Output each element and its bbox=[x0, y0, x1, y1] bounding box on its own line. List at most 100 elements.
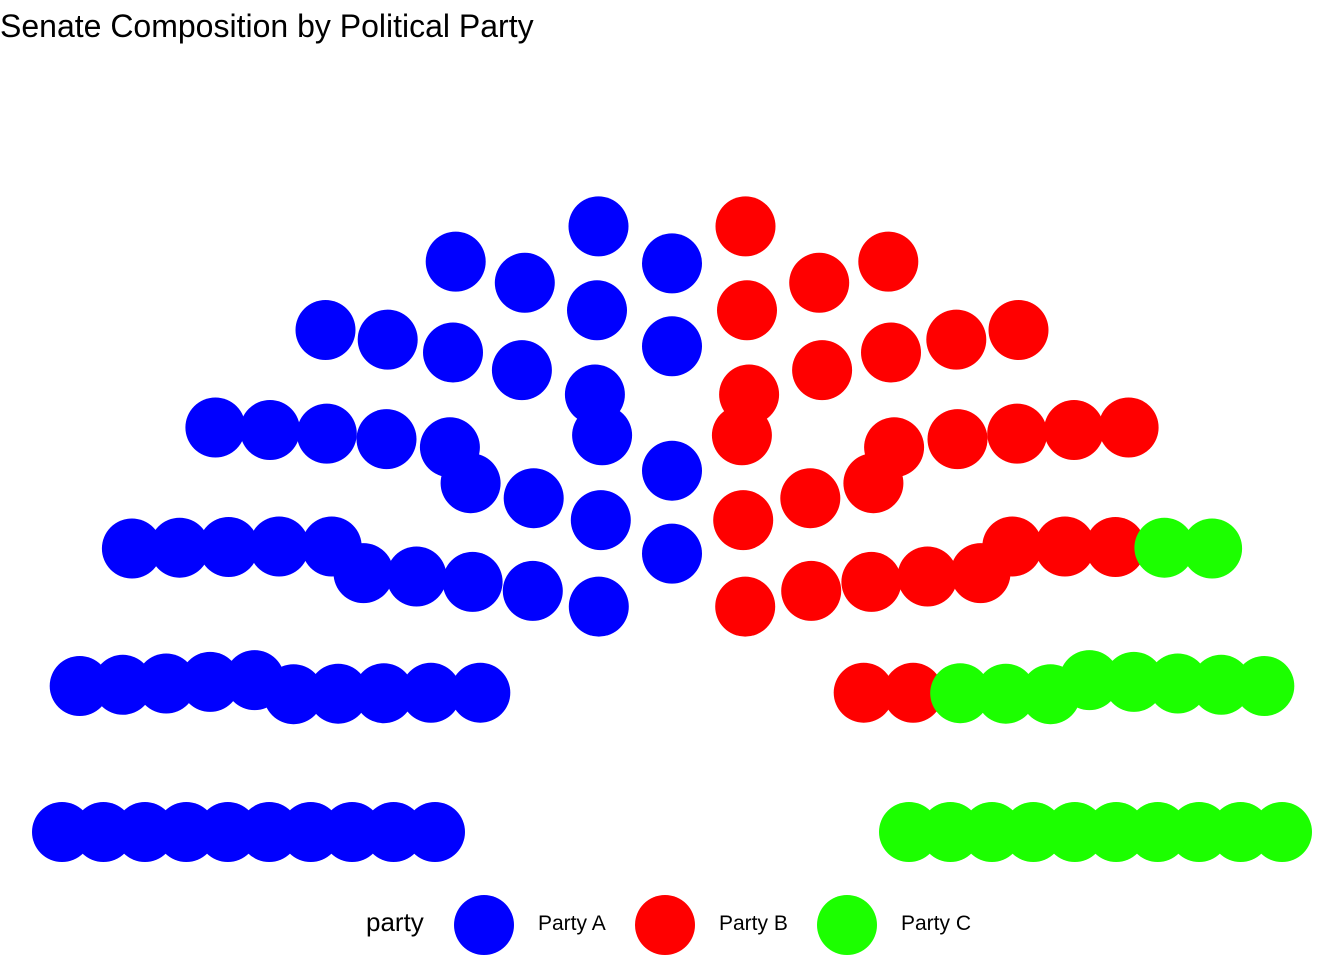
seat-party-c bbox=[1182, 518, 1243, 579]
seat-party-a bbox=[491, 340, 552, 401]
seat-party-a bbox=[353, 663, 414, 724]
seat-party-a bbox=[114, 802, 175, 862]
seat-party-c bbox=[1210, 802, 1271, 862]
seat-party-b bbox=[1034, 516, 1095, 577]
seat-party-a bbox=[356, 409, 417, 470]
seat-party-b bbox=[883, 662, 944, 723]
seat-party-a bbox=[240, 400, 300, 460]
legend-title: party bbox=[366, 907, 424, 937]
seat-party-a bbox=[450, 662, 511, 723]
seat-party-a bbox=[502, 560, 563, 621]
seat-party-a bbox=[295, 300, 356, 360]
seat-party-c bbox=[1147, 653, 1208, 714]
seat-party-b bbox=[1044, 400, 1104, 460]
seat-party-a bbox=[280, 802, 341, 862]
seat-party-a bbox=[249, 516, 310, 577]
seat-party-b bbox=[1085, 517, 1146, 577]
seat-party-a bbox=[425, 231, 486, 292]
chart-title: Senate Composition by Political Party bbox=[0, 8, 534, 44]
seat-party-c bbox=[879, 802, 939, 862]
seat-party-a bbox=[296, 403, 357, 464]
seat-party-b bbox=[861, 322, 921, 383]
seat-party-c bbox=[930, 663, 991, 724]
seat-party-c bbox=[1127, 802, 1188, 862]
seat-party-a bbox=[92, 654, 153, 715]
parliament-chart bbox=[32, 196, 1312, 862]
seat-party-a bbox=[642, 440, 702, 501]
seat-party-a bbox=[642, 316, 702, 377]
legend-swatch-party-c bbox=[817, 895, 877, 955]
seat-party-c bbox=[1044, 802, 1105, 862]
seat-party-a bbox=[386, 546, 447, 607]
seat-party-a bbox=[568, 196, 629, 257]
legend-label-party-c: Party C bbox=[901, 912, 972, 935]
seat-party-a bbox=[503, 468, 564, 529]
seat-party-a bbox=[494, 252, 555, 313]
seat-party-a bbox=[32, 802, 92, 862]
seat-party-c bbox=[1086, 802, 1147, 862]
seat-party-a bbox=[180, 651, 241, 712]
seat-party-a bbox=[419, 417, 480, 478]
seat-party-a bbox=[73, 802, 134, 862]
seat-party-a bbox=[442, 551, 503, 612]
seat-party-c bbox=[1191, 654, 1252, 715]
seat-party-b bbox=[792, 340, 853, 401]
seat-party-b bbox=[926, 309, 987, 370]
seat-party-b bbox=[982, 516, 1043, 577]
seat-party-b bbox=[987, 403, 1048, 464]
seat-party-a bbox=[101, 518, 162, 579]
seat-party-a bbox=[156, 802, 217, 862]
seat-party-a bbox=[322, 802, 383, 862]
seat-party-b bbox=[841, 551, 902, 612]
seat-party-c bbox=[961, 802, 1022, 862]
seat-party-b bbox=[927, 409, 988, 470]
seat-party-c bbox=[1234, 656, 1295, 716]
seat-party-a bbox=[564, 364, 625, 425]
seat-party-a bbox=[197, 802, 258, 862]
seat-party-a bbox=[149, 517, 210, 578]
seat-party-a bbox=[185, 397, 246, 458]
seat-party-c bbox=[975, 663, 1036, 724]
seat-party-b bbox=[988, 300, 1049, 360]
legend-swatch-party-b bbox=[635, 895, 695, 955]
seat-party-a bbox=[423, 322, 483, 383]
seat-party-a bbox=[567, 280, 627, 341]
seat-party-c bbox=[1003, 802, 1064, 862]
seat-party-a bbox=[400, 662, 461, 723]
legend: party Party A Party B Party C bbox=[0, 893, 1344, 957]
seat-party-b bbox=[719, 364, 780, 425]
seat-party-b bbox=[858, 231, 919, 292]
seat-party-a bbox=[642, 523, 702, 584]
seat-party-b bbox=[833, 662, 894, 723]
seat-party-c bbox=[1134, 517, 1195, 578]
legend-label-party-b: Party B bbox=[719, 912, 788, 935]
seat-party-a bbox=[363, 802, 424, 862]
seat-party-b bbox=[717, 280, 777, 341]
seat-party-b bbox=[864, 417, 925, 478]
seat-party-a bbox=[568, 576, 629, 637]
legend-label-party-a: Party A bbox=[538, 912, 606, 935]
seat-party-b bbox=[781, 560, 842, 621]
seat-party-c bbox=[1252, 802, 1312, 862]
seat-party-a bbox=[136, 653, 197, 714]
seat-party-b bbox=[897, 546, 958, 607]
seat-party-b bbox=[780, 468, 841, 529]
seat-party-a bbox=[570, 490, 631, 551]
seat-party-c bbox=[1169, 802, 1230, 862]
seat-party-b bbox=[789, 252, 850, 313]
seat-party-b bbox=[715, 576, 776, 637]
seat-party-a bbox=[357, 309, 418, 370]
seat-party-a bbox=[642, 233, 702, 294]
seat-party-b bbox=[713, 490, 774, 551]
seat-party-a bbox=[49, 656, 110, 716]
seat-party-a bbox=[308, 663, 369, 724]
seat-party-a bbox=[301, 516, 362, 577]
seat-party-a bbox=[239, 802, 300, 862]
legend-swatch-party-a bbox=[454, 895, 514, 955]
seat-party-a bbox=[224, 650, 285, 711]
seat-party-b bbox=[1098, 397, 1159, 458]
seat-party-a bbox=[198, 517, 259, 577]
seat-party-a bbox=[405, 802, 465, 862]
seat-party-c bbox=[1103, 651, 1164, 712]
seat-party-c bbox=[920, 802, 981, 862]
